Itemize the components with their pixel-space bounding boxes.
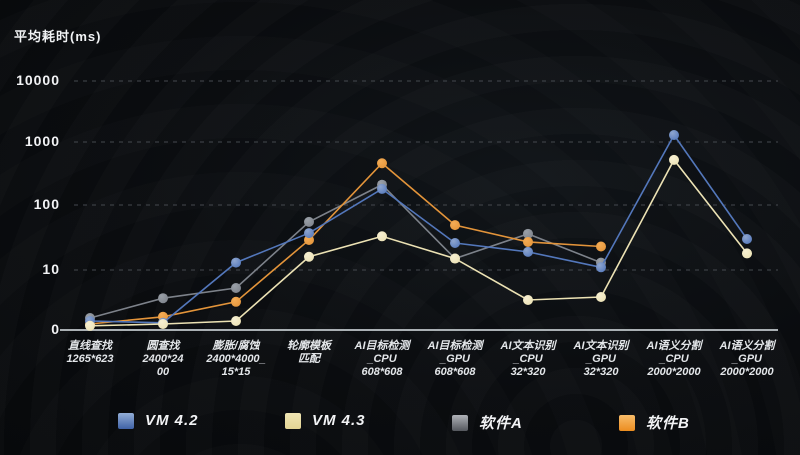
legend-swatch <box>285 412 301 429</box>
data-point-VM 4.3 <box>669 154 679 165</box>
data-point-VM 4.3 <box>450 253 460 264</box>
data-point-软件B <box>304 234 314 245</box>
data-point-软件B <box>377 158 387 169</box>
data-point-VM 4.2 <box>231 257 241 268</box>
legend-swatch <box>452 414 468 431</box>
legend-label: 软件A <box>479 415 523 432</box>
y-axis-tick-label: 100 <box>33 196 60 212</box>
data-point-VM 4.3 <box>158 319 168 329</box>
data-point-VM 4.2 <box>450 238 460 249</box>
data-point-VM 4.2 <box>669 130 679 141</box>
data-point-VM 4.3 <box>523 295 533 305</box>
data-point-软件B <box>523 236 533 247</box>
x-axis-label: AI目标检测 _CPU 608*608 <box>354 340 410 378</box>
x-axis-label: 圆查找 2400*24 00 <box>142 340 184 378</box>
x-axis-label: AI语义分割 _CPU 2000*2000 <box>646 340 702 378</box>
y-axis-tick-label: 0 <box>51 321 60 337</box>
data-point-VM 4.3 <box>85 320 95 331</box>
x-axis-label: AI文本识别 _CPU 32*320 <box>500 340 556 378</box>
y-axis-tick-label: 10 <box>42 261 60 277</box>
x-axis-label: 轮廓模板 匹配 <box>287 340 331 365</box>
legend-swatch <box>619 414 635 431</box>
data-point-VM 4.3 <box>304 251 314 262</box>
legend-swatch <box>118 412 134 429</box>
legend: VM 4.2 VM 4.3 软件A 软件B <box>118 412 786 433</box>
data-point-VM 4.2 <box>523 246 533 257</box>
data-point-VM 4.3 <box>742 248 752 259</box>
legend-item-VM 4.2: VM 4.2 <box>118 412 285 429</box>
y-axis-title: 平均耗时(ms) <box>14 29 102 44</box>
data-point-软件A <box>523 228 533 239</box>
legend-label: VM 4.3 <box>312 412 366 429</box>
legend-label: VM 4.2 <box>145 412 199 429</box>
series-line-VM 4.3 <box>89 158 748 327</box>
legend-label: 软件B <box>646 415 690 432</box>
data-point-VM 4.3 <box>231 316 241 326</box>
data-point-VM 4.2 <box>742 233 752 244</box>
data-point-VM 4.2 <box>377 183 387 194</box>
data-point-VM 4.2 <box>596 262 606 273</box>
x-axis-label: 膨胀/腐蚀 2400*4000_ 15*15 <box>206 340 266 378</box>
data-point-软件A <box>158 293 168 304</box>
data-point-VM 4.3 <box>377 231 387 242</box>
x-axis-label: 直线查找 1265*623 <box>66 340 114 365</box>
data-point-VM 4.2 <box>304 228 314 239</box>
x-axis-label: AI语义分割 _GPU 2000*2000 <box>719 340 775 378</box>
y-axis-tick-label: 1000 <box>24 133 60 149</box>
data-point-VM 4.3 <box>596 292 606 302</box>
series-line-软件A <box>89 183 602 319</box>
data-point-软件B <box>231 296 241 307</box>
data-point-软件B <box>596 241 606 252</box>
series-line-软件B <box>89 162 602 325</box>
series-line-VM 4.2 <box>89 133 748 324</box>
x-axis-label: AI文本识别 _GPU 32*320 <box>573 340 629 378</box>
legend-item-VM 4.3: VM 4.3 <box>285 412 452 429</box>
legend-item-软件B: 软件B <box>619 412 786 433</box>
data-point-软件A <box>304 216 314 227</box>
legend-item-软件A: 软件A <box>452 412 619 433</box>
data-point-软件A <box>231 283 241 293</box>
x-axis-label: AI目标检测 _GPU 608*608 <box>427 340 483 378</box>
y-axis-tick-label: 10000 <box>16 72 60 88</box>
data-point-软件B <box>450 220 460 231</box>
